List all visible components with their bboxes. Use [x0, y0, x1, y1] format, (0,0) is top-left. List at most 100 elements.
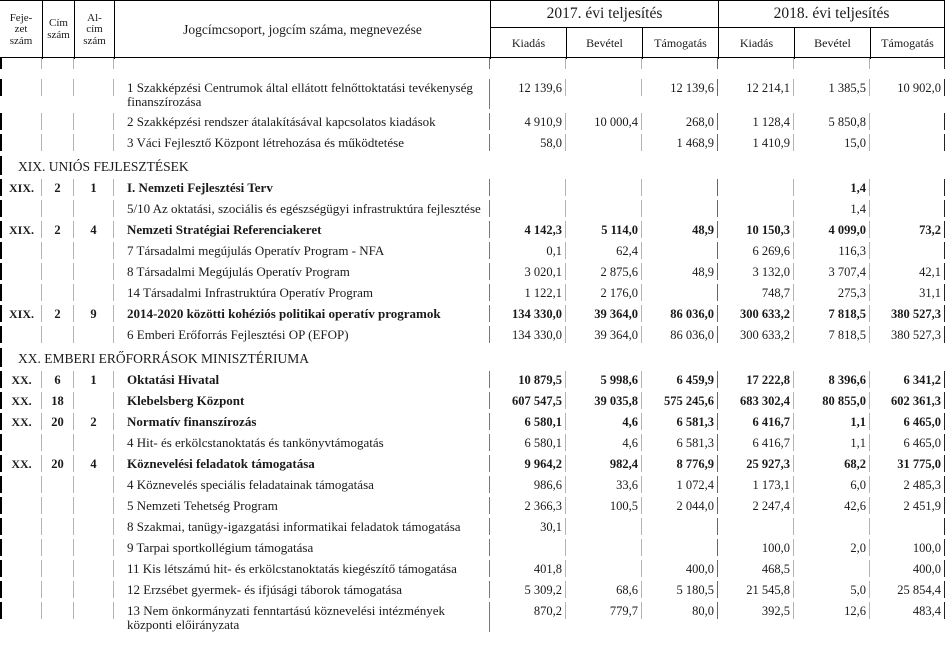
header-2018-expenditure: Kiadás: [718, 28, 794, 59]
subtitle-number-cell: [74, 200, 114, 217]
value-2018-revenue: 7 818,5: [794, 305, 870, 322]
table-row: XX. 18 Klebelsberg Központ 607 547,5 39 035,…: [0, 392, 945, 409]
subtitle-number-cell: [74, 113, 114, 130]
value-2017-expenditure: 986,6: [490, 476, 566, 493]
header-subtitle-number: Al- cím szám: [74, 1, 114, 59]
chapter-number-cell: XIX.: [0, 305, 42, 322]
subtitle-number-cell: 4: [74, 221, 114, 238]
value-2017-support: [642, 200, 718, 217]
table-row: 9 Tarpai sportkollégium támogatása 100,0 2…: [0, 539, 945, 556]
value-2018-support: 380 527,3: [870, 305, 945, 322]
value-2017-expenditure: 401,8: [490, 560, 566, 577]
value-2018-expenditure: 1 410,9: [718, 134, 794, 151]
chapter-number-cell: XX.: [0, 413, 42, 430]
title-number-cell: [42, 326, 74, 343]
table-row: XIX. 2 1 I. Nemzeti Fejlesztési Terv 1,4: [0, 179, 945, 196]
table-row: 6 Emberi Erőforrás Fejlesztési OP (EFOP)…: [0, 326, 945, 343]
table-row: 14 Társadalmi Infrastruktúra Operatív Pr…: [0, 284, 945, 301]
value-2018-support: 25 854,4: [870, 581, 945, 598]
table-row: 8 Társadalmi Megújulás Operatív Program 3…: [0, 263, 945, 280]
title-number-cell: 2: [42, 179, 74, 196]
item-name-cell: 7 Társadalmi megújulás Operatív Program …: [114, 242, 490, 259]
value-2018-revenue: 1,1: [794, 413, 870, 430]
item-name-cell: 12 Erzsébet gyermek- és ifjúsági táborok…: [114, 581, 490, 598]
table-row: XIX. 2 9 2014-2020 közötti kohéziós politik…: [0, 305, 945, 322]
chapter-number-cell: [0, 518, 42, 535]
item-name-cell: Nemzeti Stratégiai Referenciakeret: [114, 221, 490, 238]
value-2017-expenditure: 30,1: [490, 518, 566, 535]
spacer-cell: [490, 58, 566, 69]
value-2017-support: [642, 179, 718, 196]
value-2018-expenditure: 6 416,7: [718, 413, 794, 430]
table-body: 1 Szakképzési Centrumok által ellátott f…: [0, 58, 945, 632]
title-number-cell: 6: [42, 371, 74, 388]
header-2017-revenue: Bevétel: [566, 28, 642, 59]
value-2017-support: 12 139,6: [642, 79, 718, 96]
value-2017-expenditure: 6 580,1: [490, 413, 566, 430]
subtitle-number-cell: [74, 602, 114, 619]
chapter-number-cell: [0, 497, 42, 514]
value-2018-expenditure: [718, 179, 794, 196]
value-2017-revenue: 982,4: [566, 455, 642, 472]
item-name-cell: 6 Emberi Erőforrás Fejlesztési OP (EFOP): [114, 326, 490, 343]
title-number-cell: [42, 200, 74, 217]
value-2017-expenditure: 2 366,3: [490, 497, 566, 514]
value-2017-revenue: 5 998,6: [566, 371, 642, 388]
value-2018-revenue: [794, 560, 870, 577]
value-2017-revenue: 2 176,0: [566, 284, 642, 301]
value-2018-support: 6 465,0: [870, 413, 945, 430]
value-2018-revenue: 5 850,8: [794, 113, 870, 130]
value-2018-support: 6 341,2: [870, 371, 945, 388]
chapter-number-cell: [0, 200, 42, 217]
value-2017-revenue: 4,6: [566, 434, 642, 451]
item-name-cell: Oktatási Hivatal: [114, 371, 490, 388]
table-row: XX. 20 2 Normatív finanszírozás 6 580,1 4,6 6 …: [0, 413, 945, 430]
value-2018-expenditure: 10 150,3: [718, 221, 794, 238]
value-2017-support: 1 072,4: [642, 476, 718, 493]
item-name-cell: 13 Nem önkormányzati fenntartású közneve…: [114, 602, 490, 632]
table-row: 4 Hit- és erkölcstanoktatás és tankönyvt…: [0, 434, 945, 451]
value-2018-expenditure: [718, 518, 794, 535]
title-number-cell: [42, 79, 74, 96]
value-2018-support: 400,0: [870, 560, 945, 577]
subtitle-number-cell: [74, 242, 114, 259]
value-2017-expenditure: [490, 200, 566, 217]
value-2017-expenditure: 12 139,6: [490, 79, 566, 96]
value-2018-expenditure: 748,7: [718, 284, 794, 301]
value-2017-expenditure: 0,1: [490, 242, 566, 259]
chapter-number-cell: [0, 539, 42, 556]
value-2017-revenue: [566, 134, 642, 151]
value-2017-support: [642, 284, 718, 301]
value-2018-expenditure: 300 633,2: [718, 326, 794, 343]
value-2018-support: [870, 113, 945, 130]
value-2017-expenditure: 4 910,9: [490, 113, 566, 130]
value-2018-support: [870, 134, 945, 151]
item-name-cell: 2 Szakképzési rendszer átalakításával ka…: [114, 113, 490, 130]
value-2018-revenue: 116,3: [794, 242, 870, 259]
value-2017-expenditure: 9 964,2: [490, 455, 566, 472]
table-row: 5/10 Az oktatási, szociális és egészségü…: [0, 200, 945, 217]
chapter-number-cell: [0, 602, 42, 619]
value-2017-revenue: 68,6: [566, 581, 642, 598]
value-2017-revenue: 39 035,8: [566, 392, 642, 409]
title-number-cell: 18: [42, 392, 74, 409]
spacer-cell: [114, 58, 490, 69]
subtitle-number-cell: 1: [74, 371, 114, 388]
table-header: Feje- zet szám Cím szám Al- cím szám Jog…: [0, 0, 945, 59]
value-2017-revenue: 100,5: [566, 497, 642, 514]
item-name-cell: 11 Kis létszámú hit- és erkölcstanoktatá…: [114, 560, 490, 577]
table-row: XX. 6 1 Oktatási Hivatal 10 879,5 5 998,6 6 45…: [0, 371, 945, 388]
value-2017-support: [642, 242, 718, 259]
value-2018-support: 31,1: [870, 284, 945, 301]
subtitle-number-cell: [74, 497, 114, 514]
value-2018-expenditure: [718, 200, 794, 217]
subtitle-number-cell: 2: [74, 413, 114, 430]
section-row: XX. EMBERI ERŐFORRÁSOK MINISZTÉRIUMA: [0, 348, 945, 367]
value-2018-revenue: 12,6: [794, 602, 870, 619]
value-2017-expenditure: 3 020,1: [490, 263, 566, 280]
header-year-2018: 2018. évi teljesítés: [718, 1, 945, 28]
value-2017-expenditure: 5 309,2: [490, 581, 566, 598]
value-2017-expenditure: 4 142,3: [490, 221, 566, 238]
chapter-number-cell: [0, 242, 42, 259]
